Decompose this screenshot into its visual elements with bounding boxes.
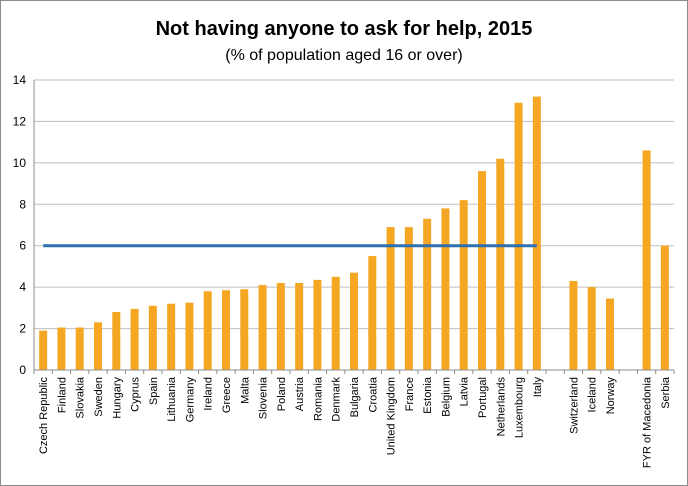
- x-tick-label: Switzerland: [568, 377, 580, 434]
- x-tick-label: Denmark: [331, 377, 343, 422]
- y-tick-label: 0: [19, 363, 26, 377]
- y-tick-label: 2: [19, 322, 26, 336]
- y-tick-label: 4: [19, 280, 26, 294]
- bar: [642, 150, 651, 370]
- x-tick-label: Netherlands: [495, 377, 507, 437]
- bar: [203, 291, 212, 370]
- x-tick-label: France: [404, 377, 416, 411]
- x-tick-label: Czech Republic: [38, 377, 50, 455]
- x-tick-label: Estonia: [422, 376, 434, 414]
- x-tick-label: Lithuania: [166, 376, 178, 422]
- x-tick-label: Malta: [239, 376, 251, 404]
- x-tick-label: Croatia: [367, 376, 379, 412]
- category-labels: Czech Republic Finland Slovakia Sweden Hunga…: [38, 376, 672, 468]
- bar: [185, 302, 194, 370]
- bar: [75, 327, 84, 370]
- x-tick-label: Sweden: [93, 377, 105, 417]
- x-tick-label: Germany: [184, 377, 196, 423]
- bar: [167, 303, 176, 370]
- bar: [404, 227, 413, 370]
- x-tick-label: Spain: [148, 377, 160, 405]
- chart-title: Not having anyone to ask for help, 2015: [156, 18, 533, 40]
- bars: [39, 96, 669, 371]
- bar: [441, 208, 450, 370]
- bar: [295, 283, 304, 370]
- bar: [368, 256, 377, 370]
- bar: [148, 305, 157, 370]
- bar: [112, 312, 121, 370]
- bar: [313, 279, 322, 370]
- chart-subtitle: (% of population aged 16 or over): [225, 47, 462, 64]
- bar: [331, 276, 340, 370]
- bar: [258, 285, 267, 370]
- x-tick-label: Bulgaria: [349, 376, 361, 417]
- x-tick-label: Norway: [605, 377, 617, 415]
- x-tick-label: FYR of Macedonia: [642, 376, 654, 468]
- y-tick-label: 12: [13, 114, 27, 128]
- x-tick-label: Austria: [294, 376, 306, 411]
- bar: [496, 158, 505, 370]
- bar: [532, 96, 541, 371]
- x-tick-label: Slovakia: [75, 376, 87, 418]
- x-tick-label: United Kingdom: [386, 377, 398, 455]
- bar: [276, 283, 285, 370]
- y-tick-label: 6: [19, 239, 26, 253]
- x-tick-label: Slovenia: [258, 376, 270, 419]
- bar: [459, 200, 468, 370]
- x-tick-label: Belgium: [440, 377, 452, 417]
- bar: [660, 245, 669, 370]
- x-tick-label: Serbia: [660, 376, 672, 409]
- x-axis: [33, 80, 675, 374]
- y-axis: 0 2 4 6 8 10 12 14: [13, 73, 27, 377]
- bar: [514, 102, 523, 371]
- x-tick-label: Portugal: [477, 377, 489, 418]
- x-tick-label: Romania: [312, 376, 324, 421]
- y-tick-label: 8: [19, 197, 26, 211]
- x-tick-label: Hungary: [111, 377, 123, 419]
- bar: [606, 298, 614, 370]
- x-tick-label: Luxembourg: [514, 377, 526, 438]
- bar: [569, 280, 578, 370]
- bar: [478, 171, 486, 370]
- bar: [57, 327, 66, 370]
- bar: [423, 218, 432, 370]
- bar: [39, 330, 48, 370]
- x-tick-label: Cyprus: [130, 377, 142, 412]
- x-tick-label: Italy: [532, 377, 544, 398]
- y-tick-label: 10: [13, 156, 27, 170]
- x-tick-label: Iceland: [587, 377, 599, 412]
- x-tick-label: Latvia: [459, 376, 471, 406]
- bar: [130, 308, 139, 370]
- bar: [386, 227, 395, 370]
- bar: [350, 272, 358, 370]
- bar: [587, 287, 596, 370]
- y-tick-label: 14: [13, 73, 27, 87]
- x-tick-label: Greece: [221, 377, 233, 413]
- x-tick-label: Poland: [276, 377, 288, 411]
- x-tick-label: Ireland: [203, 377, 215, 411]
- bar: [94, 322, 102, 370]
- bar: [240, 289, 249, 370]
- x-tick-label: Finland: [56, 377, 68, 413]
- bar: [222, 290, 230, 370]
